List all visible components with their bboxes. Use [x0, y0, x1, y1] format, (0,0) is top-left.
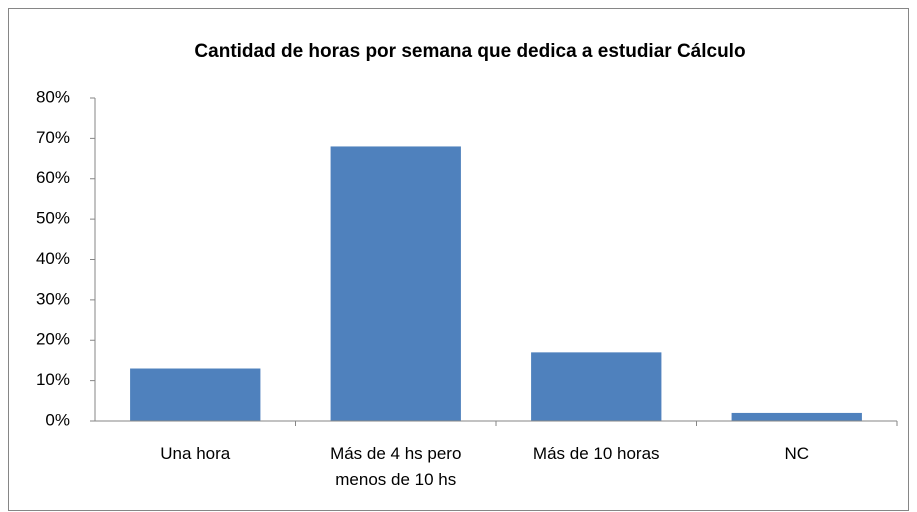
y-tick-label: 50%: [36, 209, 70, 228]
bar: [330, 146, 461, 421]
bar: [130, 368, 261, 421]
x-tick-label: NC: [784, 444, 810, 463]
y-tick-label: 20%: [36, 330, 70, 349]
y-tick-label: 30%: [36, 289, 70, 308]
bar: [731, 412, 862, 421]
y-tick-label: 70%: [36, 128, 70, 147]
x-tick-label: Más de 10 horas: [532, 444, 660, 463]
y-tick-label: 40%: [36, 249, 70, 268]
x-tick-label: Una hora: [160, 444, 231, 463]
y-tick-label: 60%: [36, 168, 70, 187]
bar: [531, 352, 662, 421]
y-tick-label: 80%: [36, 87, 70, 106]
chart-title: Cantidad de horas por semana que dedica …: [194, 41, 745, 62]
y-tick-label: 0%: [45, 410, 70, 429]
y-tick-label: 10%: [36, 370, 70, 389]
x-tick-label: Más de 4 hs pero menos de 10 hs: [330, 444, 462, 489]
